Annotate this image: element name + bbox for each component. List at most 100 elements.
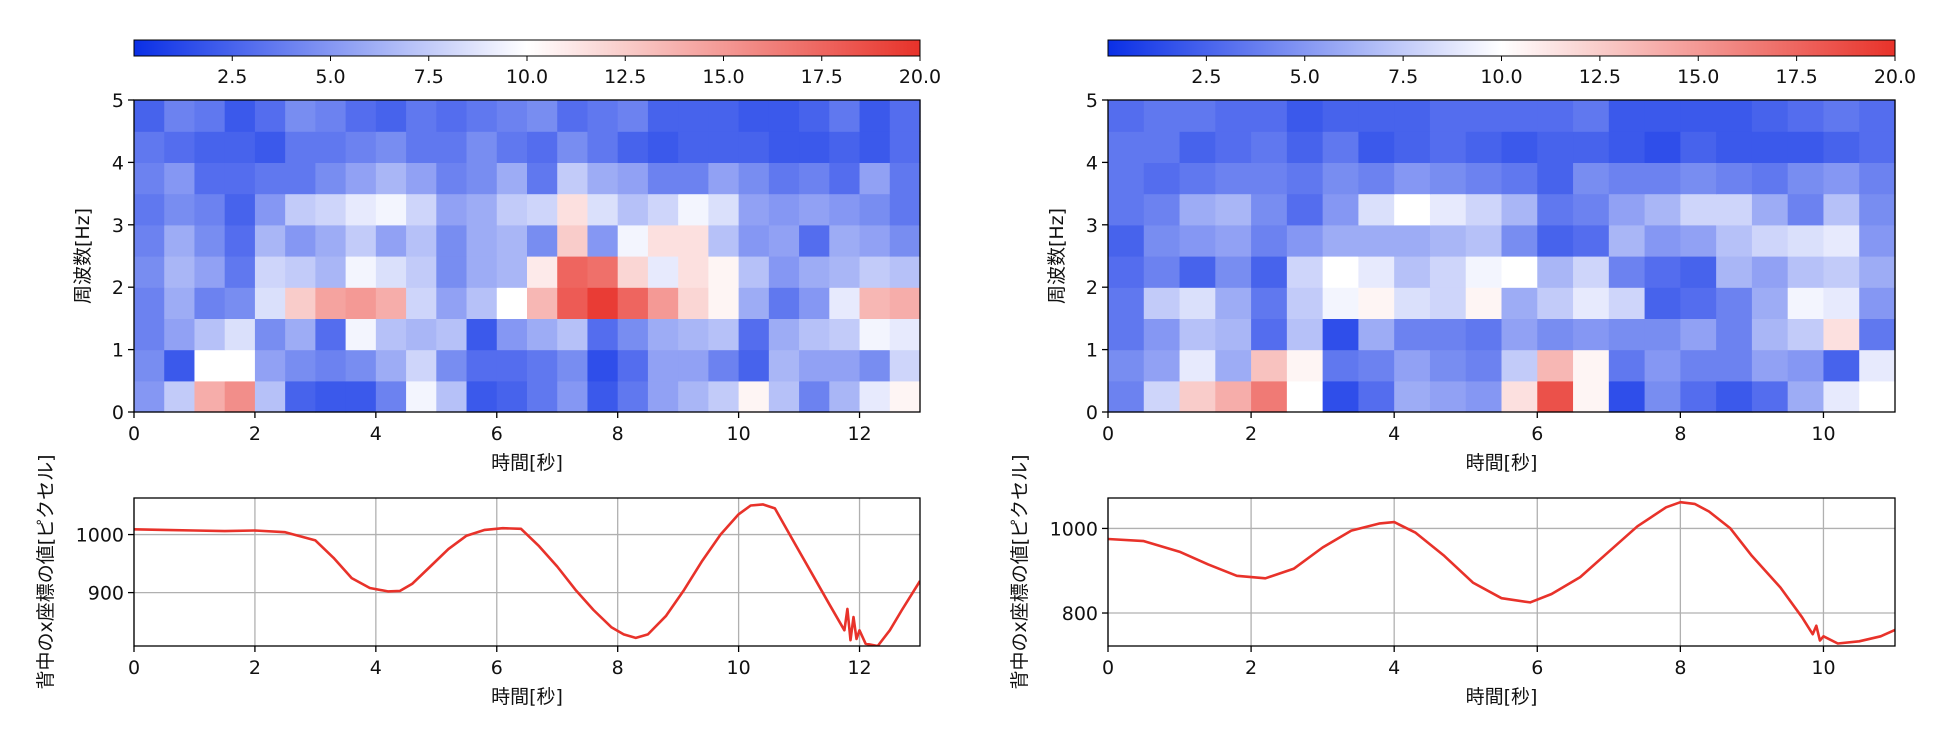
left-top-x-axis-label: 時間[秒] <box>491 452 563 474</box>
left-top-heatmap-cell <box>738 100 770 132</box>
left-top-heatmap-cell <box>436 318 468 351</box>
left-top-heatmap-cell <box>436 193 468 226</box>
left-top-heatmap-cell <box>285 287 316 319</box>
right-top-heatmap-cell <box>1501 131 1538 163</box>
left-top-heatmap-cell <box>708 256 740 288</box>
right-top-heatmap-cell <box>1680 224 1717 257</box>
left-top-heatmap-cell <box>678 287 709 319</box>
right-bottom-x-tick-label: 6 <box>1531 657 1543 679</box>
right-top-heatmap-cell <box>1251 287 1288 319</box>
right-top-heatmap-cell <box>1108 100 1145 132</box>
right-top-heatmap-cell <box>1179 162 1216 195</box>
left-top-heatmap-cell <box>617 224 649 257</box>
right-top-heatmap-cell <box>1251 193 1288 226</box>
left-bottom-series-line <box>134 503 920 646</box>
left-top-heatmap-cell <box>164 193 196 226</box>
left-top-heatmap-cell <box>254 162 286 195</box>
right-top-colorbar-tick-label: 15.0 <box>1677 66 1719 88</box>
right-top-heatmap-cell <box>1644 100 1681 132</box>
right-top-y-tick-label: 1 <box>1086 340 1098 362</box>
right-top-heatmap-cell <box>1751 256 1789 288</box>
right-top-heatmap-cell <box>1537 193 1574 226</box>
right-top-heatmap-cell <box>1429 256 1467 288</box>
right-bottom-series-line <box>1108 500 1895 645</box>
right-top-heatmap-cell <box>1286 287 1324 319</box>
left-top-heatmap-cell <box>315 349 347 382</box>
left-top-heatmap-cell <box>194 318 226 351</box>
left-top-heatmap-cell <box>768 100 800 132</box>
right-top-heatmap-cell <box>1394 287 1431 319</box>
right-top-heatmap-cell <box>1501 100 1538 132</box>
left-top-heatmap-cell <box>527 100 558 132</box>
right-top-heatmap-cell <box>1537 131 1574 163</box>
left-top-heatmap-cell <box>375 287 407 319</box>
left-top-x-tick-label: 12 <box>847 423 871 445</box>
left-top-heatmap-cell <box>527 287 558 319</box>
right-top-heatmap-cell <box>1680 256 1717 288</box>
right-bottom-frame <box>1107 497 1896 647</box>
left-top-heatmap-cell <box>889 193 921 226</box>
left-top-heatmap-cell <box>768 287 800 319</box>
right-top-heatmap-cell <box>1823 318 1860 351</box>
left-top-heatmap-cell <box>738 287 770 319</box>
right-top-heatmap-cell <box>1680 162 1717 195</box>
right-top-heatmap-cell <box>1716 224 1753 257</box>
right-top-heatmap-cell <box>1215 193 1252 226</box>
right-top-heatmap-cell <box>1394 318 1431 351</box>
right-top-heatmap-cell <box>1608 349 1646 382</box>
right-top-y-tick-label: 3 <box>1086 215 1098 237</box>
right-top-heatmap-cell <box>1251 100 1288 132</box>
right-top-heatmap-cell <box>1358 100 1395 132</box>
left-top-heatmap-cell <box>799 380 830 413</box>
left-top-heatmap-cell <box>496 287 528 319</box>
right-top-heatmap-cell <box>1108 349 1145 382</box>
right-top-heatmap-cell <box>1143 224 1181 257</box>
left-top-heatmap-cell <box>617 162 649 195</box>
left-top-heatmap-cell <box>436 131 468 163</box>
right-top-heatmap-cell <box>1787 349 1825 382</box>
left-top-heatmap-cell <box>859 193 891 226</box>
left-top-heatmap-cell <box>678 162 709 195</box>
right-top-x-tick-label: 10 <box>1811 423 1835 445</box>
right-top-heatmap-cell <box>1644 318 1681 351</box>
left-top-heatmap-cell <box>889 318 921 351</box>
left-top-heatmap-cell <box>224 287 256 319</box>
left-top-heatmap-cell <box>799 131 830 163</box>
right-top-heatmap-cell <box>1251 380 1288 413</box>
left-top-heatmap-cell <box>375 100 407 132</box>
left-top-heatmap-cell <box>799 349 830 382</box>
left-top-heatmap-cell <box>799 318 830 351</box>
right-top-heatmap-cell <box>1573 349 1610 382</box>
left-top-heatmap-cell <box>134 162 165 195</box>
right-top-heatmap-cell <box>1823 100 1860 132</box>
right-bottom-x-tick-label: 8 <box>1674 657 1686 679</box>
left-bottom-frame <box>133 497 921 647</box>
right-top-heatmap-cell <box>1573 256 1610 288</box>
left-top-heatmap-cell <box>587 131 619 163</box>
left-top-heatmap-cell <box>194 380 226 413</box>
left-top-heatmap-cell <box>466 349 498 382</box>
right-top-heatmap-cell <box>1644 193 1681 226</box>
left-top-heatmap-cell <box>224 100 256 132</box>
left-top-heatmap-cell <box>557 256 589 288</box>
left-top-heatmap-cell <box>829 256 861 288</box>
right-top-heatmap-cell <box>1537 287 1574 319</box>
left-top-heatmap-cell <box>829 380 861 413</box>
left-top-heatmap-cell <box>496 193 528 226</box>
left-top-heatmap-cell <box>708 224 740 257</box>
right-top-heatmap-cell <box>1143 349 1181 382</box>
right-top-heatmap-cell <box>1322 349 1360 382</box>
left-bottom-y-tick-label: 900 <box>88 583 124 605</box>
left-top-heatmap-cell <box>224 224 256 257</box>
left-top-heatmap-cell <box>587 162 619 195</box>
left-top-heatmap-cell <box>527 380 558 413</box>
left-top-heatmap-cell <box>315 162 347 195</box>
left-top-heatmap-cell <box>829 162 861 195</box>
left-top-heatmap-cell <box>194 162 226 195</box>
right-top-heatmap-cell <box>1716 100 1753 132</box>
right-top-heatmap-cell <box>1680 287 1717 319</box>
left-top-heatmap-cell <box>406 131 437 163</box>
left-top-heatmap-cell <box>406 224 437 257</box>
right-top-heatmap-cell <box>1608 224 1646 257</box>
left-top-y-tick-label: 2 <box>112 277 124 299</box>
